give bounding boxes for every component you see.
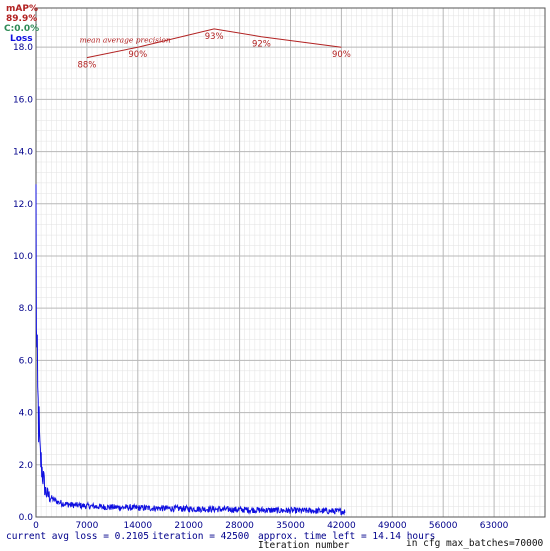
- map-annotation: mean average precision: [80, 36, 171, 45]
- map-point-label: 90%: [128, 50, 147, 60]
- max-batches: in cfg max_batches=70000: [406, 538, 544, 549]
- x-axis-label: Iteration number: [258, 540, 350, 551]
- map-point-label: 92%: [252, 40, 271, 50]
- y-tick-label: 8.0: [19, 304, 34, 314]
- iteration-count: iteration = 42500: [152, 531, 250, 542]
- x-tick-label: 14000: [123, 521, 152, 531]
- y-tick-label: 4.0: [19, 409, 34, 419]
- x-tick-label: 0: [33, 521, 39, 531]
- map-point-label: 90%: [332, 50, 351, 60]
- y-tick-label: 18.0: [13, 43, 33, 53]
- major-grid: [35, 8, 545, 518]
- y-tick-label: 14.0: [13, 148, 33, 158]
- loss-line: [35, 184, 346, 516]
- map-point-label: 93%: [205, 32, 224, 42]
- x-tick-label: 21000: [174, 521, 203, 531]
- x-tick-label: 7000: [75, 521, 98, 531]
- x-tick-label: 63000: [480, 521, 509, 531]
- x-tick-label: 49000: [378, 521, 407, 531]
- tick-labels: 0 7000 14000 21000 28000 35000 42000 49000 56000…: [13, 43, 509, 531]
- legend-map-label: mAP%: [6, 4, 38, 14]
- x-tick-label: 42000: [327, 521, 356, 531]
- y-tick-label: 10.0: [13, 252, 33, 262]
- y-tick-label: 6.0: [19, 356, 34, 366]
- y-tick-label: 0.0: [19, 513, 34, 523]
- x-tick-label: 56000: [429, 521, 458, 531]
- current-avg-loss: current avg loss = 0.2105: [6, 531, 149, 542]
- legend-map-value: 89.9%: [6, 14, 38, 24]
- y-tick-label: 16.0: [13, 95, 33, 105]
- y-tick-label: 12.0: [13, 200, 33, 210]
- x-tick-label: 28000: [225, 521, 254, 531]
- loss-series: [35, 184, 346, 516]
- map-series: 88% 90% 93% 92% 90% mean average precision: [77, 28, 351, 71]
- legend-c-label: C:0.0%: [4, 24, 40, 34]
- legend-loss-label: Loss: [10, 34, 33, 44]
- map-point-label: 88%: [77, 61, 96, 71]
- time-left: approx. time left = 14.14 hours: [258, 531, 436, 542]
- x-tick-label: 35000: [276, 521, 305, 531]
- map-line: [86, 28, 342, 59]
- y-tick-label: 2.0: [19, 461, 34, 471]
